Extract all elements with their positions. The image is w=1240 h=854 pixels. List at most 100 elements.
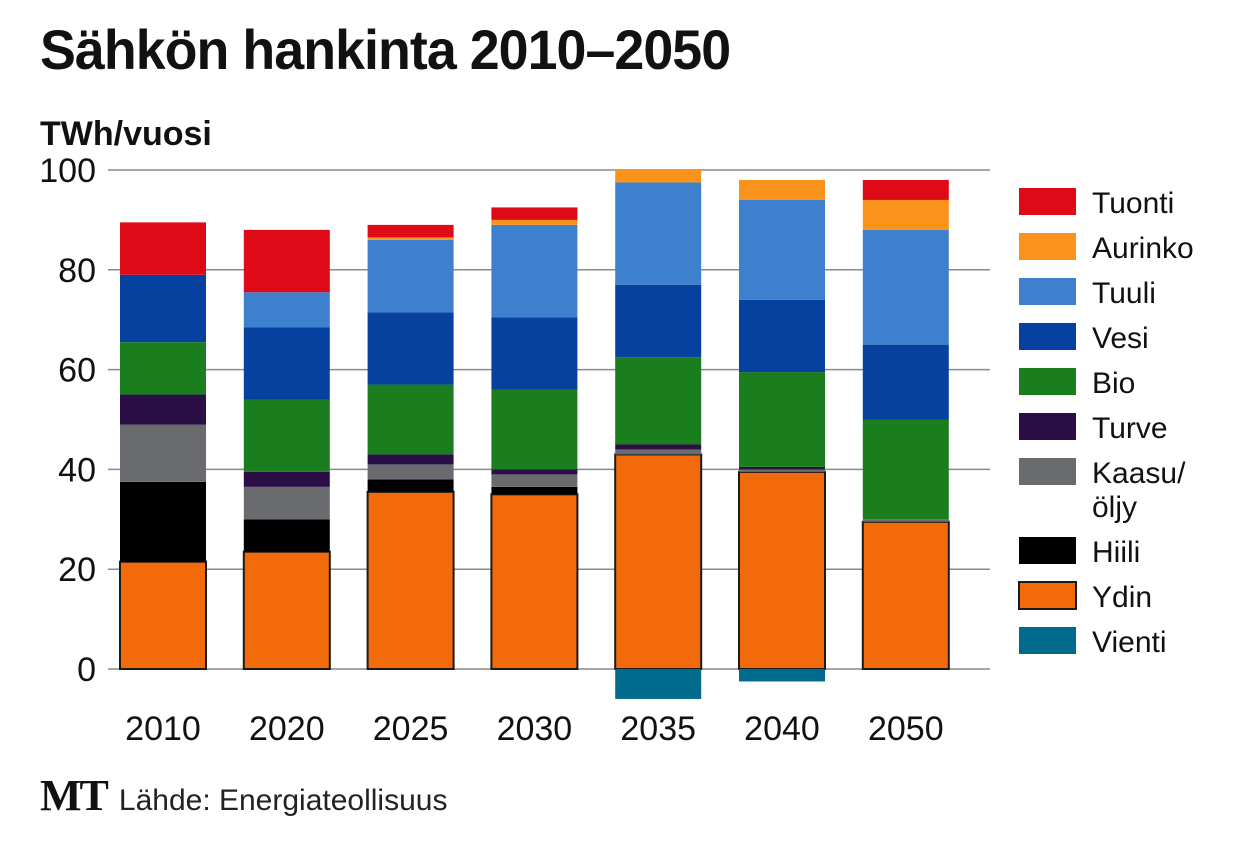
bar-2030-hiili	[491, 486, 578, 495]
legend-label-tuuli: Tuuli	[1092, 277, 1156, 310]
legend-item-vesi: Vesi	[1019, 322, 1149, 355]
legend-swatch-ydin	[1018, 581, 1077, 610]
legend: Tuonti Aurinko Tuuli Vesi Bio Turve Kaasu/öljy…	[1018, 187, 1194, 659]
bar-2035-tuuli	[615, 182, 702, 285]
bar-2025-turve	[367, 454, 454, 465]
bar-stack-2010	[119, 222, 207, 671]
bar-2050-tuuli	[862, 229, 949, 345]
bar-2040-vesi	[739, 299, 825, 373]
y-tick-label-80: 80	[58, 252, 96, 290]
bar-2010-vesi	[120, 274, 206, 343]
bar-2050-bio	[862, 419, 949, 520]
legend-swatch-aurinko	[1019, 233, 1076, 260]
legend-label-vienti: Vienti	[1092, 626, 1167, 659]
bar-2025-tuonti	[367, 224, 454, 238]
legend-item-tuonti: Tuonti	[1019, 187, 1174, 220]
bar-2040-ydin	[738, 470, 826, 670]
legend-item-hiili: Hiili	[1019, 536, 1140, 569]
legend-item-turve: Turve	[1019, 412, 1168, 445]
source-text: Lähde: Energiateollisuus	[118, 784, 448, 817]
bar-2035-turve	[615, 444, 702, 450]
x-tick-label-2040: 2040	[744, 710, 820, 748]
source-line: MT Lähde: Energiateollisuus	[40, 770, 447, 820]
legend-label-ydin: Ydin	[1092, 581, 1152, 614]
bar-2025-kaasu-öljy	[367, 464, 454, 480]
y-tick-label-40: 40	[58, 451, 96, 489]
bar-2030-ydin	[490, 493, 579, 670]
legend-swatch-hiili	[1019, 537, 1076, 564]
chart-title: Sähkön hankinta 2010–2050	[40, 18, 731, 81]
bar-2040-vienti	[739, 669, 825, 682]
x-tick-label-2020: 2020	[249, 710, 325, 748]
bar-2030-vesi	[491, 317, 578, 390]
bar-2050-vesi	[862, 344, 949, 420]
bar-2010-ydin	[119, 560, 207, 671]
bar-2020-tuonti	[243, 229, 330, 293]
legend-swatch-tuuli	[1019, 278, 1076, 305]
legend-item-vienti: Vienti	[1019, 626, 1167, 659]
bar-2010-kaasu-öljy	[120, 424, 206, 482]
legend-swatch-tuonti	[1019, 188, 1076, 215]
bar-2035-ydin	[614, 453, 703, 670]
bar-2035-aurinko	[615, 170, 702, 183]
y-axis-ticks: 0 20 40 60 80 100	[39, 152, 96, 689]
bar-2050-kaasu-öljy	[862, 519, 949, 522]
bar-2010-hiili	[120, 481, 206, 562]
legend-swatch-bio	[1019, 368, 1076, 395]
bar-2025-hiili	[367, 479, 454, 492]
x-axis-categories: 2010 2020 2025 2030 2035 2040 2050	[125, 710, 943, 748]
legend-item-ydin: Ydin	[1018, 581, 1152, 614]
bar-stack-2020	[242, 229, 331, 670]
bar-2040-aurinko	[739, 179, 825, 200]
bar-2030-bio	[491, 389, 578, 470]
legend-label-vesi: Vesi	[1092, 322, 1149, 355]
bar-2020-ydin	[242, 550, 331, 670]
legend-item-tuuli: Tuuli	[1019, 277, 1156, 310]
bar-2025-bio	[367, 384, 454, 455]
legend-label-aurinko: Aurinko	[1092, 232, 1194, 265]
bar-2035-vienti	[615, 669, 702, 699]
bar-2020-tuuli	[243, 292, 330, 328]
bar-2030-kaasu-öljy	[491, 474, 578, 487]
legend-swatch-kaasu-öljy	[1019, 458, 1076, 485]
bar-2020-hiili	[243, 519, 330, 552]
bar-stack-2035	[614, 170, 703, 699]
y-axis-unit-label: TWh/vuosi	[40, 115, 212, 153]
x-tick-label-2030: 2030	[497, 710, 573, 748]
bar-stack-2025	[366, 224, 455, 671]
mt-logo: MT	[40, 771, 109, 820]
legend-label-hiili: Hiili	[1092, 536, 1140, 569]
x-tick-label-2010: 2010	[125, 710, 201, 748]
legend-swatch-turve	[1019, 413, 1076, 440]
bar-2050-tuonti	[862, 179, 949, 200]
legend-item-kaasu-öljy: Kaasu/öljy	[1019, 457, 1186, 524]
bar-2025-vesi	[367, 312, 454, 385]
legend-item-aurinko: Aurinko	[1019, 232, 1194, 265]
bar-2020-vesi	[243, 327, 330, 400]
bar-2035-kaasu-öljy	[615, 449, 702, 455]
bar-2010-tuonti	[120, 222, 206, 275]
y-tick-label-60: 60	[58, 352, 96, 390]
bar-2040-turve	[739, 466, 825, 470]
bar-2020-turve	[243, 471, 330, 487]
bar-2030-aurinko	[491, 219, 578, 225]
legend-swatch-vesi	[1019, 323, 1076, 350]
bar-2030-turve	[491, 469, 578, 475]
bar-2010-bio	[120, 342, 206, 395]
bar-2020-kaasu-öljy	[243, 486, 330, 520]
legend-swatch-vienti	[1019, 627, 1076, 654]
x-tick-label-2025: 2025	[373, 710, 449, 748]
bar-2025-aurinko	[367, 237, 454, 240]
bar-2040-kaasu-öljy	[739, 469, 825, 472]
bar-stack-2040	[738, 179, 826, 682]
bar-2025-tuuli	[367, 239, 454, 313]
bars	[119, 170, 950, 699]
y-tick-label-20: 20	[58, 551, 96, 589]
bar-stack-2050	[861, 179, 950, 670]
bar-stack-2030	[490, 207, 579, 670]
bar-2030-tuonti	[491, 207, 578, 220]
bar-2030-tuuli	[491, 224, 578, 318]
bar-2040-tuuli	[739, 199, 825, 300]
legend-item-bio: Bio	[1019, 367, 1135, 400]
